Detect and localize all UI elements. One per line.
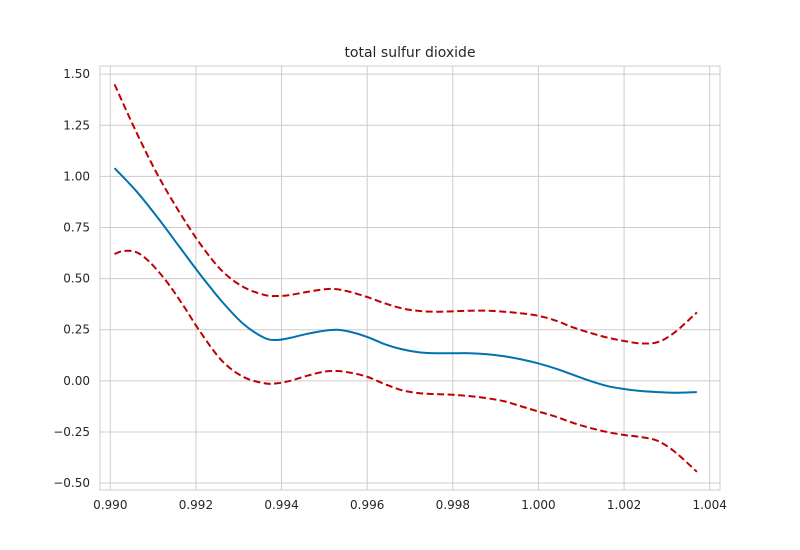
lower-bound-line [114, 249, 698, 473]
y-grid [100, 73, 720, 484]
x-tick-label: 0.990 [93, 498, 127, 512]
chart-title: total sulfur dioxide [344, 45, 475, 61]
y-tick-label: 1.00 [63, 169, 90, 183]
x-tick-label: 0.998 [436, 498, 470, 512]
y-tick-label: 1.25 [63, 118, 90, 132]
series-layer [113, 83, 698, 473]
x-tick-labels: 0.990 0.992 0.994 0.996 0.998 1.000 1.002 1.004 [93, 498, 727, 512]
x-tick-label: 0.994 [264, 498, 298, 512]
y-tick-label: 0.00 [63, 374, 90, 388]
y-tick-label: 0.75 [63, 221, 90, 235]
x-tick-label: 0.992 [179, 498, 213, 512]
y-tick-label: −0.50 [53, 476, 90, 490]
upper-bound-line [113, 83, 698, 345]
estimate-line [113, 167, 697, 394]
y-tick-label: −0.25 [53, 425, 90, 439]
y-tick-label: 1.50 [63, 67, 90, 81]
x-tick-label: 1.000 [521, 498, 555, 512]
x-grid [109, 66, 711, 490]
y-tick-label: 0.50 [63, 272, 90, 286]
x-tick-label: 1.004 [693, 498, 727, 512]
y-tick-labels: −0.50 −0.25 0.00 0.25 0.50 0.75 1.00 1.25 1.50 [53, 67, 90, 490]
y-tick-label: 0.25 [63, 323, 90, 337]
x-tick-label: 0.996 [350, 498, 384, 512]
plot-frame [99, 65, 721, 491]
x-tick-label: 1.002 [607, 498, 641, 512]
